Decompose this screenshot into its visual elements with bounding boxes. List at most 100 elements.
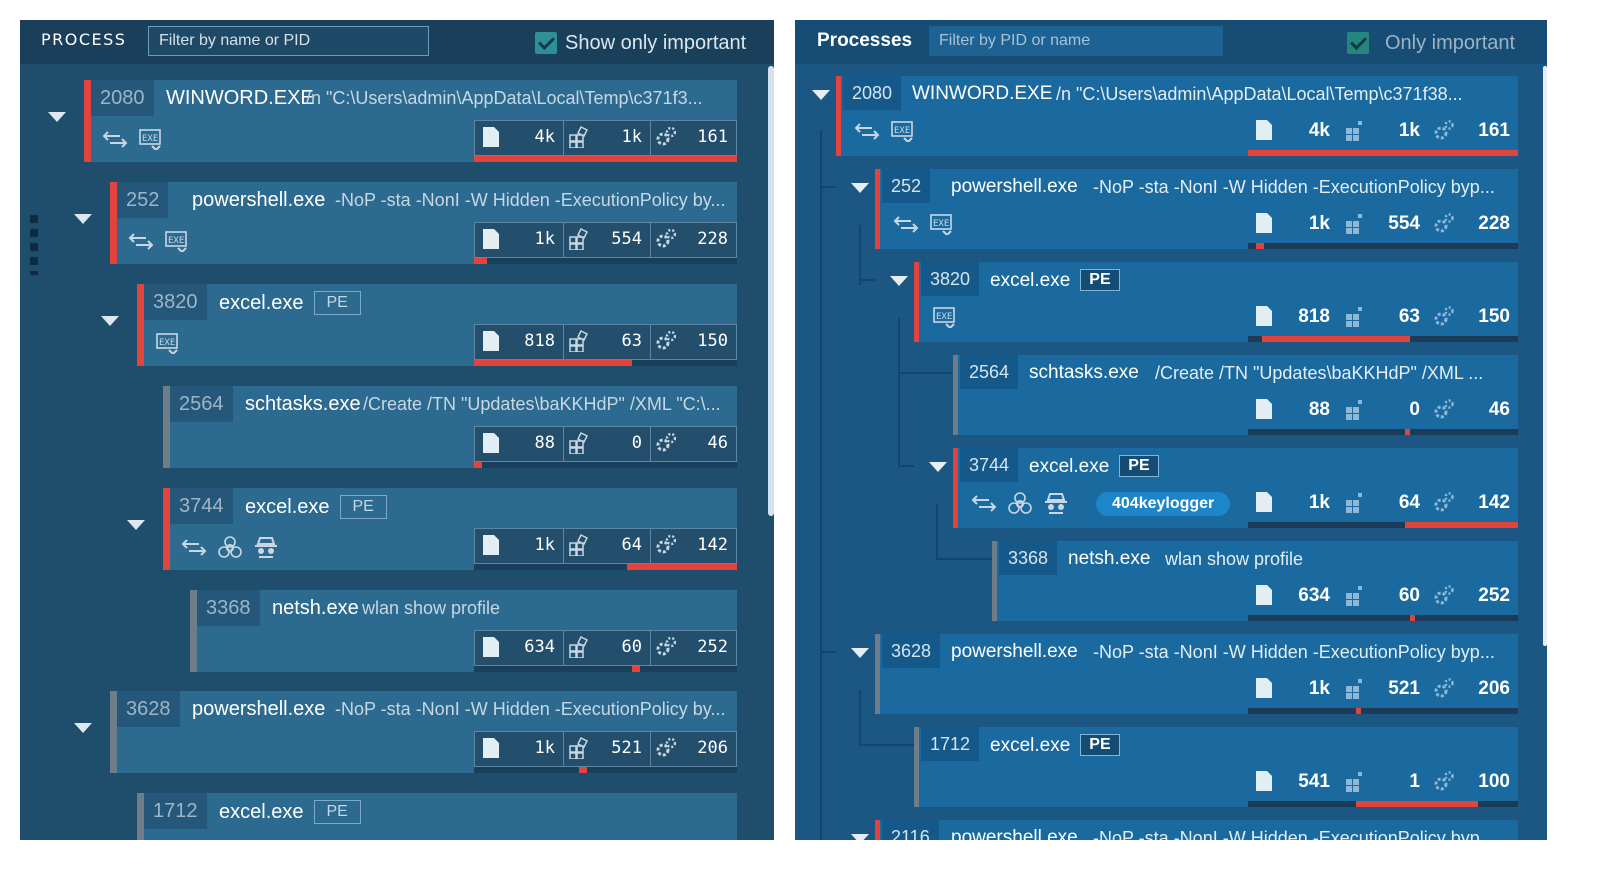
process-pid: 2080 [91, 80, 154, 116]
svg-text:EXE: EXE [142, 134, 158, 144]
activity-meter [1248, 336, 1518, 342]
process-cmdline: /Create /TN "Updates\baKKHdP" /XML "C:\.… [363, 394, 721, 414]
process-row[interactable]: 1712 excel.exe PE 541 1 100 [914, 727, 1518, 807]
collapse-arrow-icon[interactable] [851, 648, 869, 658]
process-pid: 3628 [117, 691, 180, 727]
process-name: WINWORD.EXE [166, 87, 314, 109]
process-row[interactable]: 2564 schtasks.exe /Create /TN "Updates\b… [953, 355, 1518, 435]
process-name: netsh.exe [1068, 548, 1151, 569]
registry-count: 60 [621, 637, 642, 657]
checkbox-checked-icon[interactable] [1347, 32, 1369, 54]
process-cmdline: -NoP -sta -NonI -W Hidden -ExecutionPoli… [335, 190, 726, 210]
threat-tag[interactable]: 404keylogger [1096, 492, 1231, 516]
collapse-arrow-icon[interactable] [851, 834, 869, 840]
registry-icon [1346, 772, 1362, 792]
process-row[interactable]: 2080 WINWORD.EXE /n "C:\Users\admin\AppD… [84, 80, 737, 162]
process-row[interactable]: 3744 excel.exe PE 1k 64 142 [163, 488, 737, 570]
process-name: schtasks.exe [245, 393, 361, 415]
process-name: WINWORD.EXE [912, 83, 1053, 104]
collapse-arrow-icon[interactable] [74, 723, 92, 733]
registry-icon [569, 330, 589, 352]
registry-count: 0 [631, 433, 642, 453]
registry-count: 554 [1388, 213, 1420, 234]
collapse-arrow-icon[interactable] [890, 276, 908, 286]
scrollbar[interactable] [768, 66, 774, 516]
process-row[interactable]: 2080 WINWORD.EXE /n "C:\Users\admin\AppD… [836, 76, 1518, 156]
module-count: 206 [697, 738, 728, 758]
process-stats: 634 60 252 [1248, 579, 1518, 615]
show-important-toggle[interactable]: Show only important [535, 30, 746, 56]
process-pid: 1712 [921, 727, 980, 761]
activity-meter [1248, 615, 1518, 621]
process-stats: 88 0 46 [474, 426, 737, 462]
activity-meter [474, 564, 737, 570]
biohazard-icon [218, 536, 242, 558]
gears-icon [1434, 120, 1454, 140]
process-pid: 3628 [882, 634, 941, 668]
network-arrows-icon [128, 233, 154, 250]
process-stats: 1k 554 228 [474, 222, 737, 258]
module-count: 142 [697, 535, 728, 555]
registry-count: 63 [1398, 306, 1420, 327]
registry-count: 0 [1409, 399, 1420, 420]
collapse-arrow-icon[interactable] [929, 462, 947, 472]
process-row[interactable]: 252 powershell.exe -NoP -sta -NonI -W Hi… [110, 182, 737, 264]
process-pid: 2116 [882, 820, 939, 840]
filter-input[interactable] [929, 26, 1223, 56]
process-row[interactable]: 3628 powershell.exe -NoP -sta -NonI -W H… [875, 634, 1518, 714]
svg-text:EXE: EXE [936, 312, 952, 322]
process-stats: 818 63 150 [474, 324, 737, 360]
process-name: powershell.exe [951, 641, 1078, 662]
process-row[interactable]: 2564 schtasks.exe /Create /TN "Updates\b… [163, 386, 737, 468]
collapse-arrow-icon[interactable] [812, 90, 830, 100]
process-row[interactable]: 1712 excel.exe PE [137, 793, 737, 840]
show-important-label: Show only important [565, 31, 747, 54]
process-pid: 2564 [960, 355, 1019, 389]
file-icon [483, 535, 499, 555]
collapse-arrow-icon[interactable] [127, 520, 145, 530]
filter-input[interactable] [148, 26, 429, 56]
file-count: 1k [1308, 678, 1330, 699]
pe-badge: PE [313, 800, 361, 824]
collapse-arrow-icon[interactable] [48, 112, 66, 122]
process-row[interactable]: 252 powershell.exe -NoP -sta -NonI -W Hi… [875, 169, 1518, 249]
pe-badge: PE [313, 291, 361, 315]
pe-badge: PE [1080, 269, 1120, 291]
collapse-arrow-icon[interactable] [74, 214, 92, 224]
registry-icon [1346, 121, 1362, 141]
process-pid: 3820 [144, 284, 207, 320]
scrollbar[interactable] [1543, 66, 1547, 646]
process-pid: 1712 [144, 793, 207, 829]
gears-icon [1434, 771, 1454, 791]
only-important-toggle[interactable]: Only important [1347, 30, 1515, 56]
process-row[interactable]: 3628 powershell.exe -NoP -sta -NonI -W H… [110, 691, 737, 773]
process-row[interactable]: 3744 excel.exe PE 404keylogger 1k 64 142 [953, 448, 1518, 528]
process-cmdline: -NoP -sta -NonI -W Hidden -ExecutionPoli… [335, 699, 726, 719]
network-arrows-icon [971, 495, 997, 512]
pe-badge: PE [339, 495, 387, 519]
process-row[interactable]: 3368 netsh.exe wlan show profile 634 60 … [992, 541, 1518, 621]
process-name: netsh.exe [272, 597, 359, 619]
process-name: schtasks.exe [1029, 362, 1139, 383]
file-count: 88 [1308, 399, 1330, 420]
file-count: 1k [534, 535, 555, 555]
panel-header: PROCESS Show only important [20, 20, 774, 64]
process-row[interactable]: 3820 excel.exe PE EXE 818 63 150 [137, 284, 737, 366]
process-pid: 3820 [921, 262, 980, 296]
process-row[interactable]: 3368 netsh.exe wlan show profile 634 60 … [190, 590, 737, 672]
process-row[interactable]: 3820 excel.exe PE EXE 818 63 150 [914, 262, 1518, 342]
collapse-arrow-icon[interactable] [101, 316, 119, 326]
file-count: 634 [524, 637, 555, 657]
checkbox-checked-icon[interactable] [535, 32, 557, 54]
gears-icon [656, 432, 676, 452]
registry-icon [1346, 307, 1362, 327]
process-stats: 1k 521 206 [474, 731, 737, 767]
gears-icon [1434, 306, 1454, 326]
exe-file-icon: EXE [933, 307, 955, 328]
gears-icon [1434, 585, 1454, 605]
collapse-arrow-icon[interactable] [851, 183, 869, 193]
registry-icon [1346, 493, 1362, 513]
only-important-label: Only important [1385, 31, 1516, 54]
activity-meter [1248, 801, 1518, 807]
process-row[interactable]: 2116 powershell.exe -NoP -sta -NonI -W H… [875, 820, 1518, 840]
